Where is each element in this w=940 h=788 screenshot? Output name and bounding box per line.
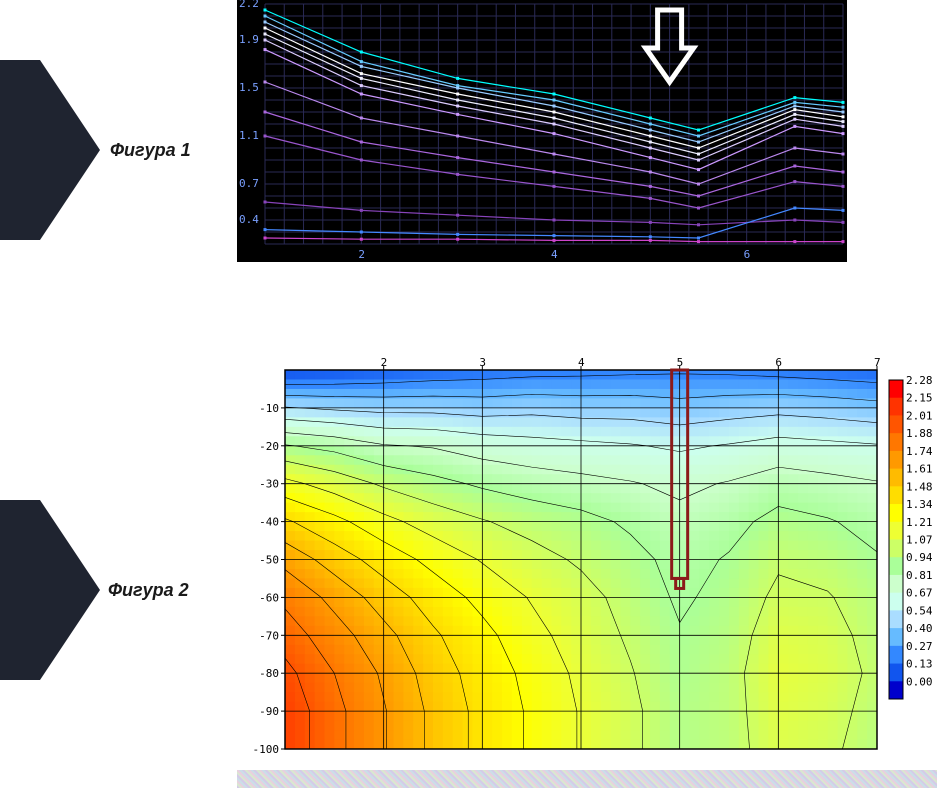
- svg-text:0.81: 0.81: [906, 569, 933, 582]
- svg-text:1.1: 1.1: [239, 129, 259, 142]
- svg-text:-90: -90: [259, 705, 279, 718]
- svg-text:1.34: 1.34: [906, 498, 933, 511]
- figure2-chart: 234567-10-20-30-40-50-60-70-80-90-100 2.…: [237, 352, 937, 757]
- svg-text:0.54: 0.54: [906, 604, 933, 617]
- svg-text:2.01: 2.01: [906, 409, 933, 422]
- svg-text:-70: -70: [259, 629, 279, 642]
- svg-text:0.67: 0.67: [906, 587, 933, 600]
- chevron-shape-1: [0, 60, 100, 240]
- svg-text:0.13: 0.13: [906, 658, 933, 671]
- svg-text:-30: -30: [259, 478, 279, 491]
- svg-text:2.2: 2.2: [239, 0, 259, 10]
- noise-strip: [237, 770, 937, 788]
- figure1-label: Фигура 1: [110, 140, 191, 161]
- svg-text:6: 6: [744, 248, 751, 261]
- svg-text:-40: -40: [259, 516, 279, 529]
- svg-text:-20: -20: [259, 440, 279, 453]
- svg-text:0.00: 0.00: [906, 675, 933, 688]
- svg-text:4: 4: [551, 248, 558, 261]
- svg-text:1.9: 1.9: [239, 33, 259, 46]
- svg-text:2.15: 2.15: [906, 392, 933, 405]
- svg-text:0.4: 0.4: [239, 213, 259, 226]
- svg-text:1.21: 1.21: [906, 516, 933, 529]
- svg-text:-100: -100: [253, 743, 280, 756]
- svg-text:1.07: 1.07: [906, 534, 933, 547]
- svg-text:-50: -50: [259, 554, 279, 567]
- svg-text:1.48: 1.48: [906, 480, 933, 493]
- svg-text:0.27: 0.27: [906, 640, 933, 653]
- svg-text:0.94: 0.94: [906, 551, 933, 564]
- chevron-shape-2: [0, 500, 100, 680]
- svg-text:1.5: 1.5: [239, 81, 259, 94]
- svg-text:2: 2: [358, 248, 365, 261]
- figure1-chart: 0.4 0.7 1.1 1.5 1.9 2.2 2 4 6: [237, 0, 847, 262]
- svg-text:1.61: 1.61: [906, 463, 933, 476]
- figure2-label: Фигура 2: [108, 580, 189, 601]
- svg-text:-80: -80: [259, 667, 279, 680]
- svg-text:0.40: 0.40: [906, 622, 933, 635]
- svg-text:0.7: 0.7: [239, 177, 259, 190]
- svg-text:-10: -10: [259, 402, 279, 415]
- svg-text:2.28: 2.28: [906, 374, 933, 387]
- svg-text:1.88: 1.88: [906, 427, 933, 440]
- svg-text:-60: -60: [259, 591, 279, 604]
- svg-text:1.74: 1.74: [906, 445, 933, 458]
